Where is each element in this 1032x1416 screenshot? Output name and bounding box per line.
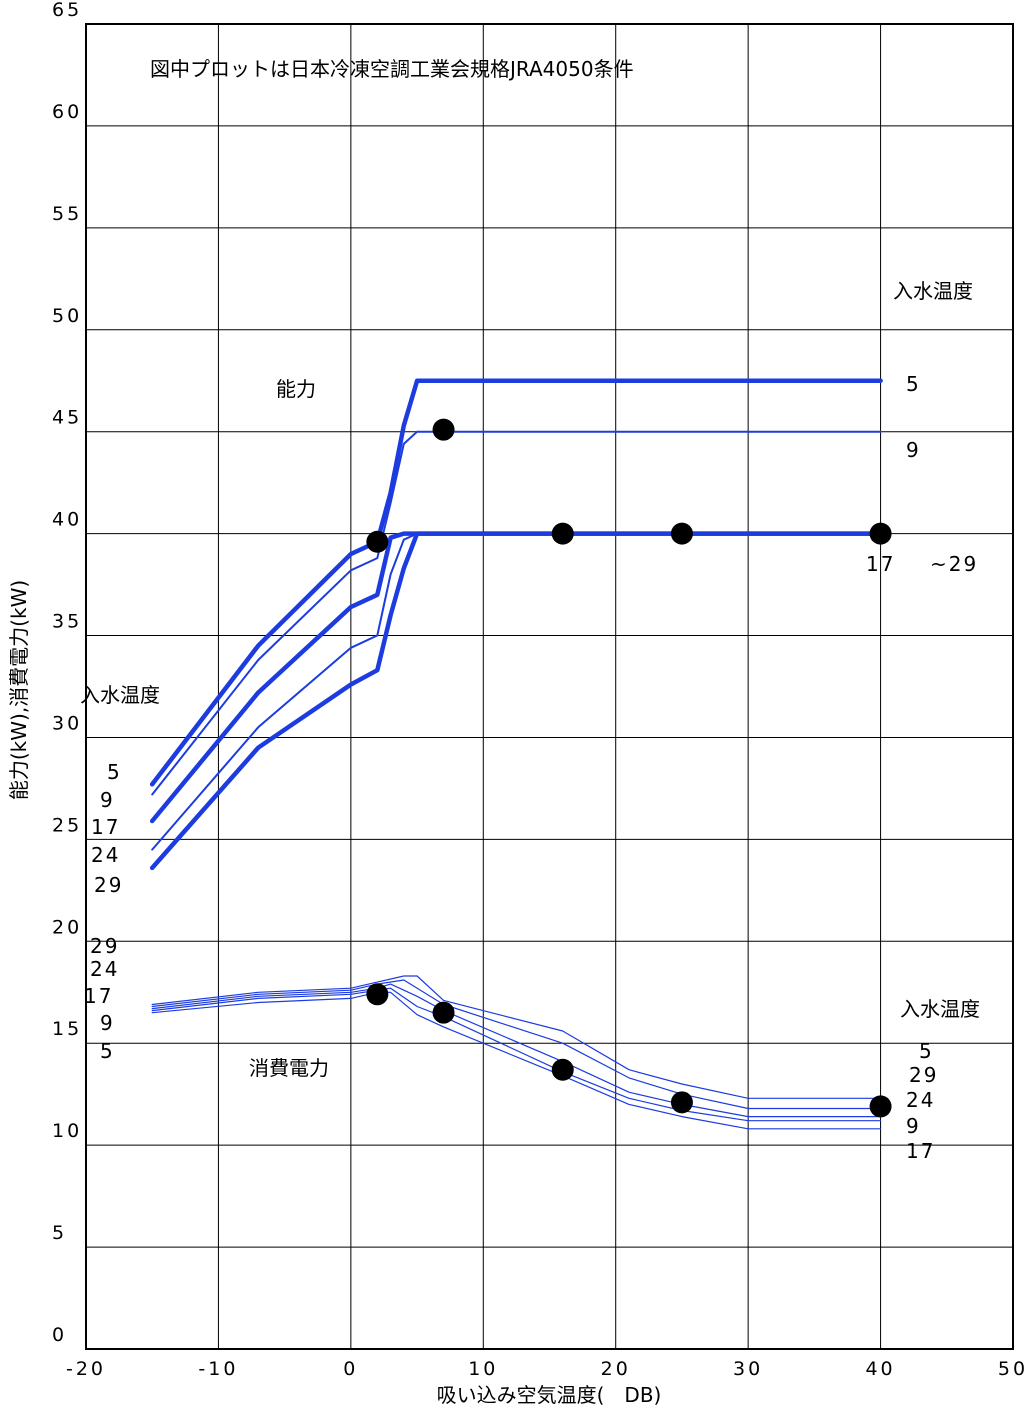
power-plot-point-4 — [869, 1095, 892, 1118]
annotation-capacity: 能力 — [276, 377, 316, 401]
label-pow-right-29: 29 — [909, 1063, 938, 1087]
label-cap-left-17: 17 — [91, 815, 120, 839]
y-tick-label-5: 5 — [52, 1222, 67, 1244]
annotation-inlet-temp-right-capacity: 入水温度 — [893, 279, 973, 303]
plot-frame — [85, 23, 1014, 1350]
label-cap-right-9: 9 — [906, 438, 921, 462]
x-tick-label-0: 0 — [343, 1358, 358, 1380]
power-plot-point-3 — [670, 1091, 693, 1114]
power-line-17 — [151, 983, 882, 1118]
label-pow-left-24: 24 — [90, 957, 119, 981]
x-tick-labels: -20 -10 0 10 20 30 40 50 — [66, 1358, 1028, 1380]
power-line-5 — [151, 991, 882, 1130]
label-cap-right-5: 5 — [906, 372, 921, 396]
y-tick-label-45: 45 — [52, 407, 82, 429]
capacity-line-9 — [151, 430, 882, 796]
y-tick-label-65: 65 — [52, 0, 82, 21]
annotation-inlet-temp-right-power: 入水温度 — [900, 997, 980, 1021]
label-cap-left-24: 24 — [91, 843, 120, 867]
capacity-line-5 — [149, 378, 883, 787]
series-lines — [149, 378, 883, 1130]
label-pow-right-17: 17 — [906, 1139, 935, 1163]
label-pow-left-9: 9 — [100, 1011, 115, 1035]
capacity-plot-point-4 — [869, 522, 892, 545]
y-tick-label-10: 10 — [52, 1120, 82, 1142]
power-line-29 — [151, 975, 882, 1099]
label-pow-left-17: 17 — [84, 984, 113, 1008]
x-axis-label: 吸い込み空気温度( DB) — [437, 1383, 662, 1407]
y-tick-label-55: 55 — [52, 203, 82, 225]
label-pow-right-5: 5 — [919, 1039, 934, 1063]
capacity-plot-point-1 — [432, 418, 455, 441]
y-tick-labels: 0 5 10 15 20 25 30 35 40 45 50 55 60 65 — [52, 0, 82, 1346]
x-tick-label--10: -10 — [198, 1358, 238, 1380]
y-tick-label-60: 60 — [52, 101, 82, 123]
x-tick-label-40: 40 — [865, 1358, 895, 1380]
y-tick-label-30: 30 — [52, 712, 82, 734]
label-cap-left-9: 9 — [100, 788, 115, 812]
y-tick-label-20: 20 — [52, 916, 82, 938]
label-pow-right-9: 9 — [906, 1114, 921, 1138]
y-tick-label-35: 35 — [52, 611, 82, 633]
label-pow-left-5: 5 — [100, 1039, 115, 1063]
power-plot-point-1 — [432, 1001, 455, 1024]
label-cap-right-29: ~29 — [930, 552, 978, 576]
chart-title: 図中プロットは日本冷凍空調工業会規格JRA4050条件 — [150, 57, 634, 81]
label-cap-right-17: 17 — [866, 552, 895, 576]
y-tick-label-50: 50 — [52, 305, 82, 327]
x-tick-label-10: 10 — [468, 1358, 498, 1380]
x-tick-label-30: 30 — [733, 1358, 763, 1380]
y-tick-label-15: 15 — [52, 1018, 82, 1040]
capacity-plot-point-3 — [670, 522, 693, 545]
capacity-plot-point-2 — [551, 522, 574, 545]
y-tick-label-0: 0 — [52, 1324, 67, 1346]
power-line-9 — [151, 987, 882, 1122]
label-cap-left-5: 5 — [107, 760, 122, 784]
annotation-power: 消費電力 — [249, 1056, 329, 1080]
y-axis-label: 能力(kW),消費電力(kW) — [7, 580, 31, 800]
capacity-plot-point-0 — [366, 530, 389, 553]
capacity-line-17 — [149, 531, 883, 824]
y-tick-label-40: 40 — [52, 509, 82, 531]
y-tick-label-25: 25 — [52, 814, 82, 836]
power-plot-point-0 — [366, 983, 389, 1006]
x-tick-label-20: 20 — [601, 1358, 631, 1380]
annotation-inlet-temp-left-capacity: 入水温度 — [80, 683, 160, 707]
capacity-line-29 — [149, 531, 883, 871]
plot-markers — [366, 418, 892, 1118]
label-pow-left-29: 29 — [90, 934, 119, 958]
label-pow-right-24: 24 — [906, 1088, 935, 1112]
x-tick-label--20: -20 — [66, 1358, 106, 1380]
x-tick-label-50: 50 — [998, 1358, 1028, 1380]
label-cap-left-29: 29 — [94, 873, 123, 897]
power-plot-point-2 — [551, 1058, 574, 1081]
